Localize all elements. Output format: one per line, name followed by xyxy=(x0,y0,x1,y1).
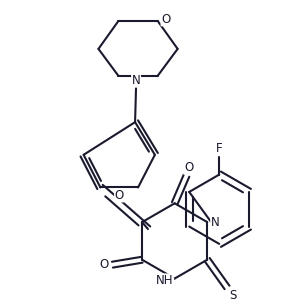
Text: F: F xyxy=(216,142,223,155)
Text: N: N xyxy=(211,216,219,229)
Text: N: N xyxy=(132,74,141,87)
Text: O: O xyxy=(115,189,124,202)
Text: NH: NH xyxy=(156,274,174,287)
Text: O: O xyxy=(184,161,193,174)
Text: O: O xyxy=(100,258,109,271)
Text: O: O xyxy=(161,13,170,26)
Text: S: S xyxy=(229,289,237,302)
